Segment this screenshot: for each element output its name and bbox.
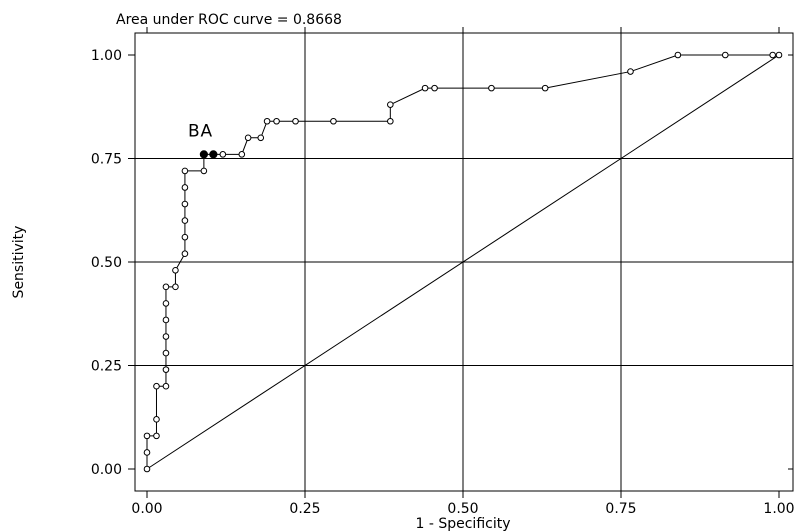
y-tick-label: 0.00 <box>91 462 122 478</box>
x-tick-label: 0.50 <box>447 501 478 517</box>
roc-point <box>153 416 160 423</box>
x-tick-label: 1.00 <box>763 501 794 517</box>
roc-point <box>330 117 337 125</box>
roc-point <box>244 134 252 142</box>
roc-point <box>153 432 160 440</box>
roc-point <box>674 51 682 59</box>
highlight-point-a <box>209 150 218 159</box>
x-tick-label: 0.25 <box>289 501 320 517</box>
roc-point <box>162 333 170 340</box>
roc-point <box>172 266 179 274</box>
y-tick-label: 0.75 <box>91 152 122 168</box>
y-tick-label: 1.00 <box>91 48 122 64</box>
y-tick-label: 0.25 <box>91 359 122 375</box>
roc-point <box>769 51 776 59</box>
roc-curve <box>143 51 783 473</box>
annotation-label-a: A <box>201 121 213 141</box>
roc-point <box>775 51 783 59</box>
roc-point <box>273 117 280 125</box>
x-tick-label: 0.75 <box>605 501 636 517</box>
roc-point <box>421 84 429 92</box>
roc-point <box>387 101 394 108</box>
roc-point <box>181 184 189 191</box>
roc-point <box>263 117 271 125</box>
roc-point <box>181 167 189 175</box>
roc-point <box>627 68 634 75</box>
roc-point <box>488 84 495 92</box>
reference-diagonal <box>146 54 780 470</box>
roc-point <box>162 283 170 291</box>
roc-point <box>162 316 170 324</box>
roc-point <box>162 366 170 373</box>
y-axis-ticks: 0.00 0.25 0.50 0.75 1.00 <box>91 48 793 478</box>
roc-point <box>238 151 246 158</box>
roc-point <box>292 117 299 125</box>
x-tick-label: 0.00 <box>131 501 162 517</box>
diagonal-line <box>146 54 780 470</box>
roc-point <box>181 217 189 224</box>
roc-point <box>181 250 189 258</box>
roc-point <box>219 151 227 158</box>
roc-point <box>257 134 265 142</box>
roc-point <box>181 233 189 241</box>
roc-point <box>541 84 549 92</box>
roc-point <box>387 117 394 125</box>
grid-lines <box>135 33 793 491</box>
roc-point <box>172 283 179 291</box>
roc-point <box>143 432 151 440</box>
chart-title: Area under ROC curve = 0.8668 <box>116 12 342 28</box>
roc-point <box>162 300 170 307</box>
roc-point <box>162 349 170 357</box>
y-axis-title: Sensitivity <box>11 226 27 299</box>
roc-point <box>143 465 151 473</box>
roc-point <box>431 84 438 92</box>
x-axis-title: 1 - Specificity <box>415 516 510 531</box>
roc-point <box>143 449 151 456</box>
roc-point <box>200 167 208 175</box>
roc-point <box>721 51 729 59</box>
annotation-label-b: B <box>188 121 200 141</box>
y-tick-label: 0.50 <box>91 255 122 271</box>
roc-point <box>153 382 160 390</box>
roc-point <box>162 382 170 390</box>
highlight-point-b <box>199 150 208 159</box>
x-axis-ticks: 0.00 0.25 0.50 0.75 1.00 <box>131 27 795 517</box>
roc-point <box>181 200 189 208</box>
